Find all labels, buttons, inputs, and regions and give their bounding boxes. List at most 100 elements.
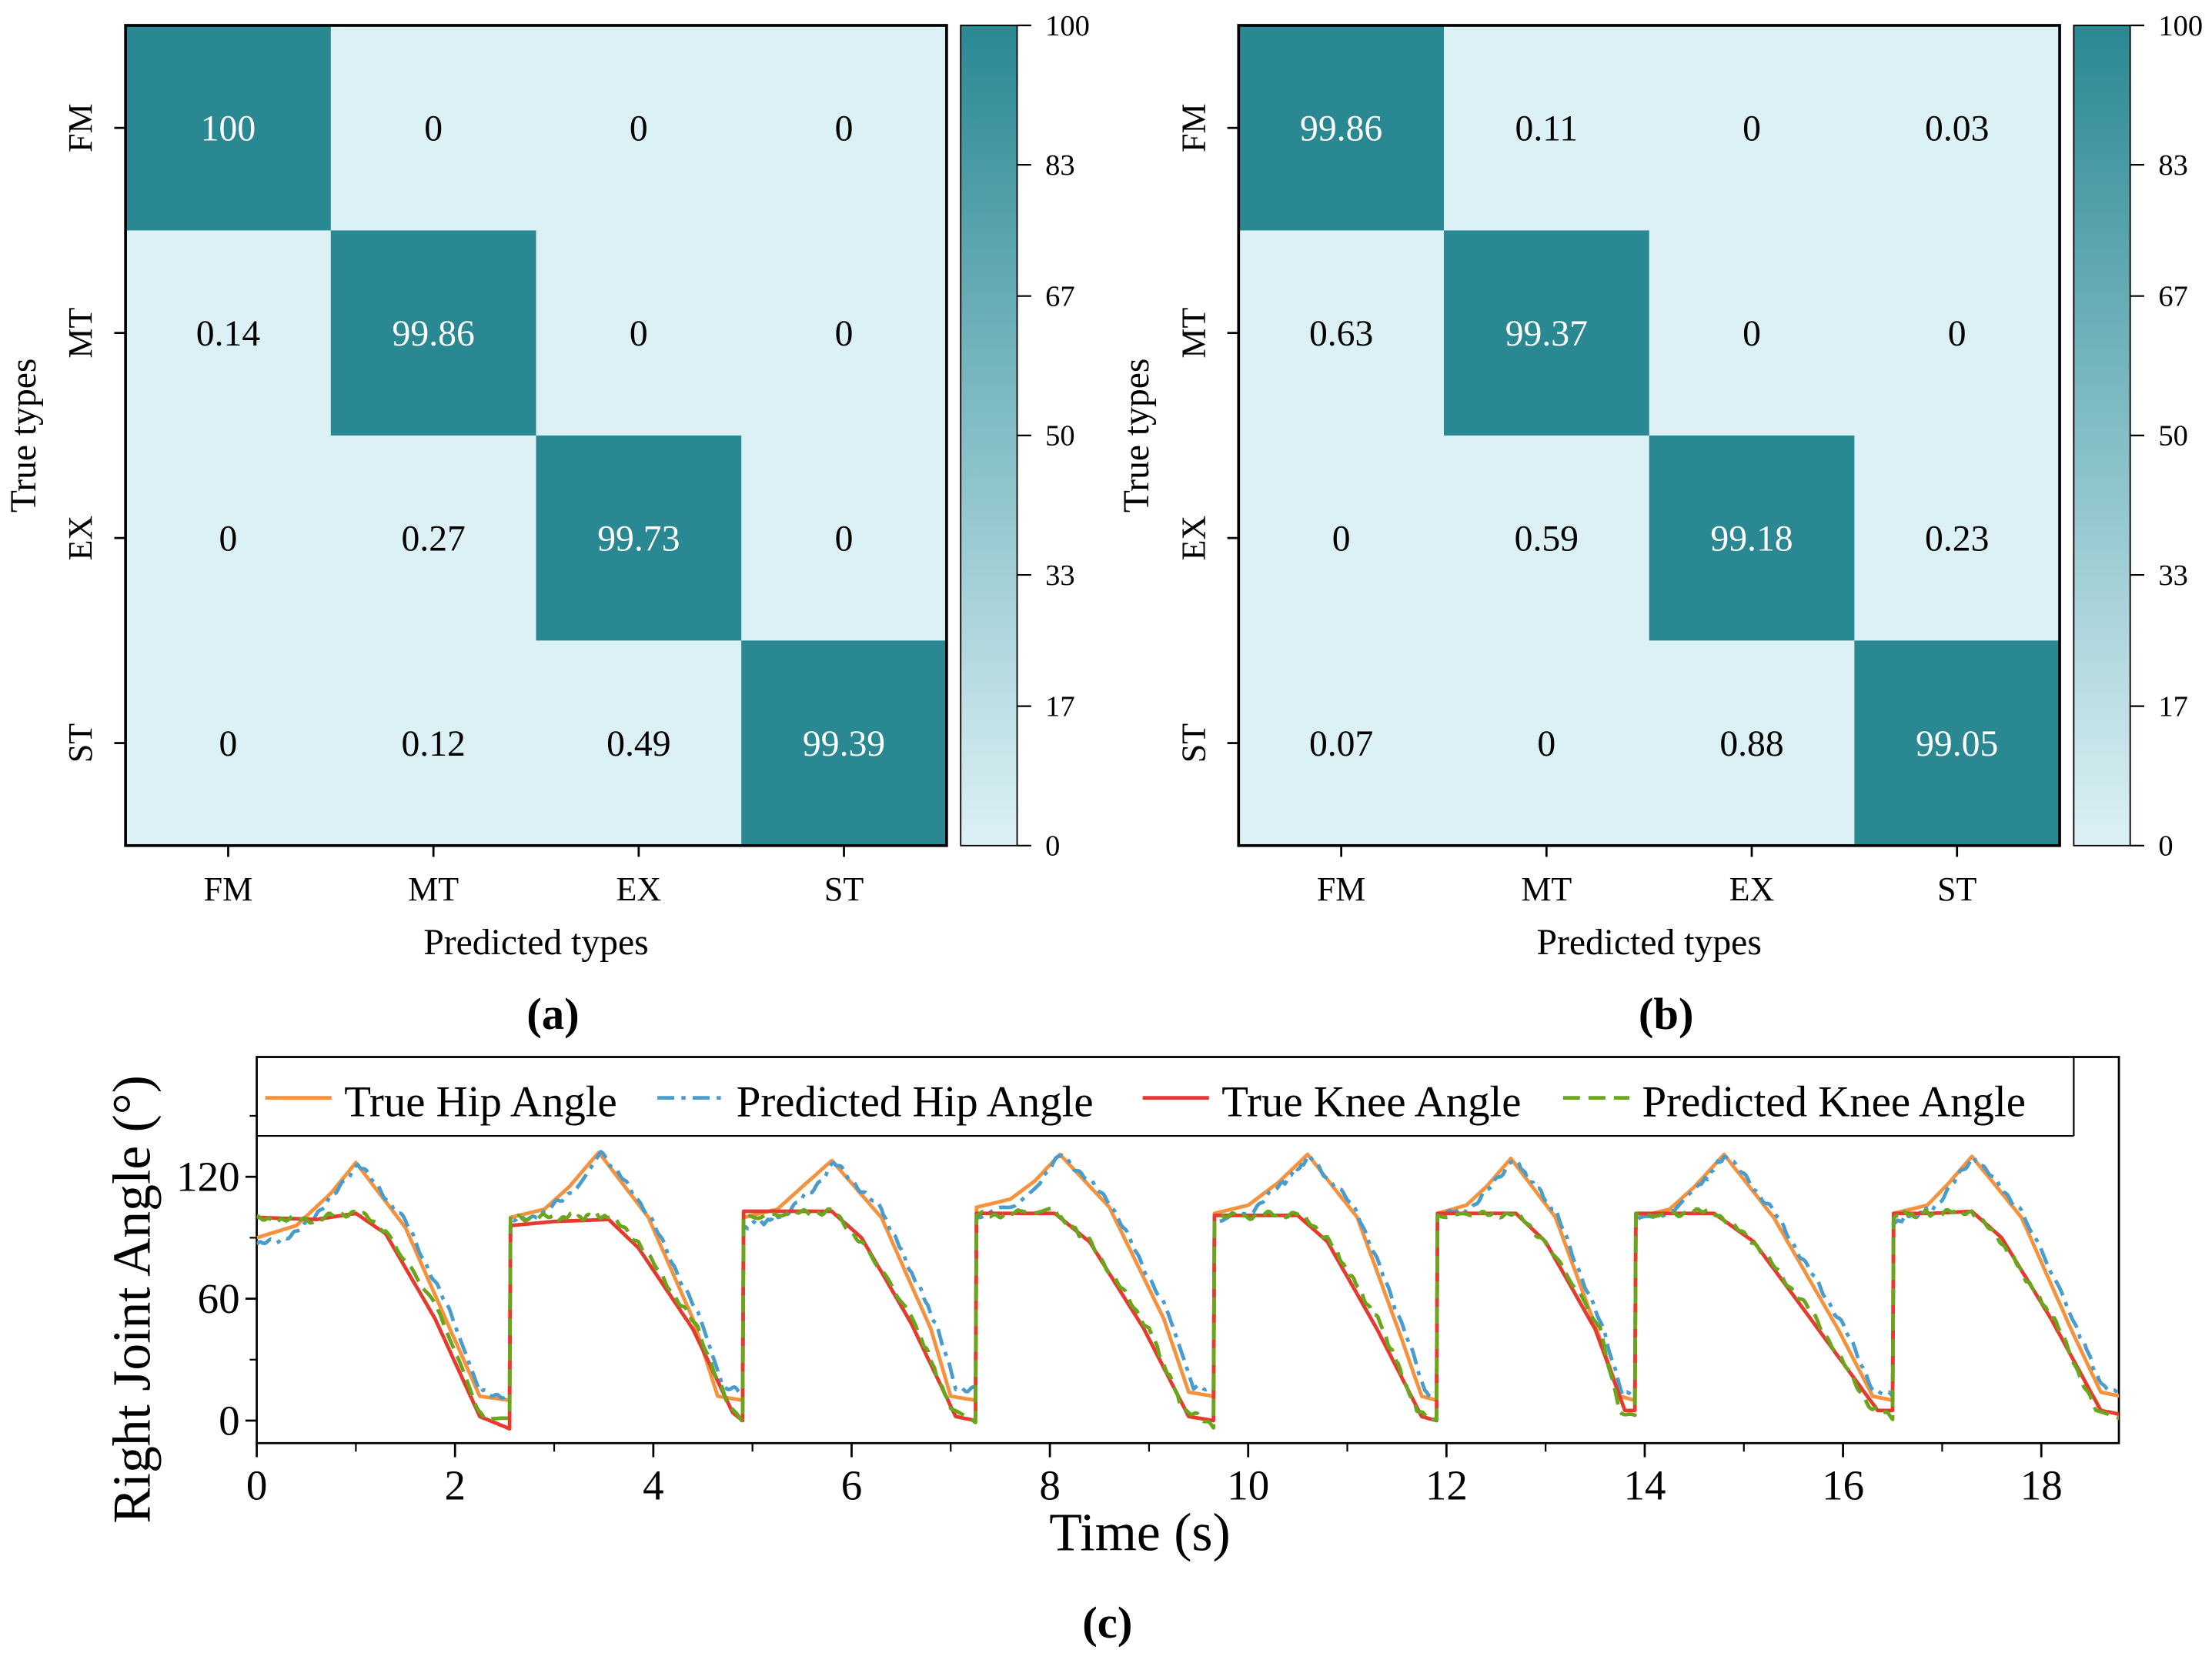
heatmap-cell <box>741 25 947 232</box>
heatmap-cell <box>1238 25 1445 232</box>
cell-value: 100 <box>201 109 256 149</box>
y-axis-title: Right Joint Angle (°) <box>102 1075 162 1524</box>
y-tick-label: MT <box>1174 308 1212 359</box>
colorbar-tick-label: 50 <box>2158 420 2187 452</box>
x-tick-label: ST <box>824 870 864 908</box>
heatmap-cell <box>536 25 743 232</box>
heatmap-frame <box>1237 24 2061 847</box>
colorbar-tick-label: 17 <box>2158 690 2187 723</box>
cell-value: 0.11 <box>1515 109 1579 149</box>
confusion-matrix-b: 99.86 0.11 0 0.03 0.63 99.37 0 0 0 0.59 99.18 0.23 0… <box>1117 10 2203 1039</box>
heatmap-cell <box>1854 435 2060 642</box>
heatmap-cell <box>1443 25 1650 232</box>
colorbar-tick-label: 33 <box>2158 559 2187 592</box>
colorbar-tick-label: 17 <box>1045 690 1074 723</box>
series-line-true-knee-angle <box>256 1209 2120 1431</box>
joint-angle-line-chart: True Hip Angle Predicted Hip Angle True Kn… <box>102 1056 2120 1648</box>
x-tick-label: MT <box>408 870 459 908</box>
heatmap-cell <box>125 25 332 232</box>
heatmap-cell <box>330 25 537 232</box>
x-tick-label: 2 <box>444 1462 465 1509</box>
y-tick-label: FM <box>62 103 99 152</box>
cell-value: 0.07 <box>1309 724 1373 764</box>
panel-label: (c) <box>1082 1598 1132 1648</box>
colorbar-tick-label: 50 <box>1045 420 1074 452</box>
cell-value: 99.86 <box>393 314 475 354</box>
colorbar-tick-label: 100 <box>1045 10 1090 42</box>
colorbar-tick-label: 0 <box>2158 830 2173 863</box>
heatmap-cell <box>1238 435 1445 642</box>
heatmap-cell <box>125 640 332 847</box>
heatmap-cell <box>330 230 537 436</box>
x-tick-label: 0 <box>246 1462 267 1509</box>
y-axis-title: True types <box>4 359 44 513</box>
heatmap-cell <box>125 435 332 642</box>
cell-value: 99.39 <box>803 724 885 764</box>
cell-value: 0.03 <box>1925 109 1989 149</box>
cell-value: 0 <box>630 109 648 149</box>
cell-value: 0 <box>835 314 854 354</box>
x-tick-label: ST <box>1937 870 1976 908</box>
cell-value: 0 <box>1537 724 1555 764</box>
heatmap-cell <box>125 230 332 436</box>
cell-value: 0 <box>424 109 443 149</box>
heatmap-cell <box>1649 230 1856 436</box>
x-tick-label: 6 <box>841 1462 862 1509</box>
heatmap-cell <box>1854 230 2060 436</box>
colorbar-tick-label: 100 <box>2158 10 2203 42</box>
confusion-matrix-a: 100 0 0 0 0.14 99.86 0 0 0 0.27 99.73 0 0 0.12 0.49 99.… <box>4 10 1090 1039</box>
x-tick-label: 18 <box>2020 1462 2063 1509</box>
cell-value: 0 <box>219 519 238 559</box>
heatmap-cell <box>1649 640 1856 847</box>
colorbar <box>960 25 1018 847</box>
cell-value: 0 <box>1332 519 1351 559</box>
heatmap-cell <box>536 435 743 642</box>
series-line-predicted-hip-angle <box>256 1150 2120 1401</box>
x-axis-title: Predicted types <box>1536 923 1761 963</box>
y-tick-label: FM <box>1174 103 1212 152</box>
legend-label: Predicted Hip Angle <box>737 1077 1094 1126</box>
x-axis-title: Predicted types <box>423 923 648 963</box>
y-tick-label: EX <box>1174 516 1212 561</box>
legend-label: Predicted Knee Angle <box>1642 1077 2026 1126</box>
x-tick-label: 12 <box>1425 1462 1468 1509</box>
plot-frame <box>256 1056 2120 1444</box>
legend-label: True Hip Angle <box>344 1077 617 1126</box>
cell-value: 0 <box>835 519 854 559</box>
heatmap-cell <box>1443 435 1650 642</box>
heatmap-cell <box>1649 435 1856 642</box>
panel-label: (a) <box>526 989 579 1039</box>
colorbar-tick-label: 0 <box>1045 830 1060 863</box>
heatmap-cell <box>330 640 537 847</box>
x-tick-label: FM <box>204 870 253 908</box>
y-tick-label: EX <box>62 516 99 561</box>
series-line-predicted-knee-angle <box>256 1206 2120 1430</box>
cell-value: 0.63 <box>1309 314 1373 354</box>
cell-value: 0 <box>630 314 648 354</box>
x-tick-label: 16 <box>1822 1462 1864 1509</box>
cell-value: 0.49 <box>606 724 670 764</box>
x-tick-label: 4 <box>643 1462 663 1509</box>
cell-value: 99.37 <box>1505 314 1588 354</box>
heatmap-cell <box>1854 640 2060 847</box>
colorbar-tick-label: 83 <box>1045 149 1074 182</box>
heatmap-cell <box>1443 230 1650 436</box>
y-tick-label: MT <box>62 308 99 359</box>
cell-value: 99.05 <box>1916 724 1998 764</box>
cell-value: 0.14 <box>196 314 261 354</box>
heatmap-cell <box>330 435 537 642</box>
heatmap-cell <box>741 640 947 847</box>
y-tick-label: 60 <box>198 1275 240 1322</box>
x-tick-label: 10 <box>1227 1462 1269 1509</box>
heatmap-cell <box>1238 640 1445 847</box>
x-tick-label: 14 <box>1623 1462 1666 1509</box>
heatmap-cell <box>1649 25 1856 232</box>
x-tick-label: FM <box>1317 870 1366 908</box>
y-tick-label: ST <box>1174 723 1212 763</box>
cell-value: 99.18 <box>1710 519 1793 559</box>
heatmap-cell <box>536 230 743 436</box>
colorbar-tick-label: 33 <box>1045 559 1074 592</box>
y-tick-label: 0 <box>219 1397 239 1444</box>
cell-value: 0.27 <box>401 519 465 559</box>
